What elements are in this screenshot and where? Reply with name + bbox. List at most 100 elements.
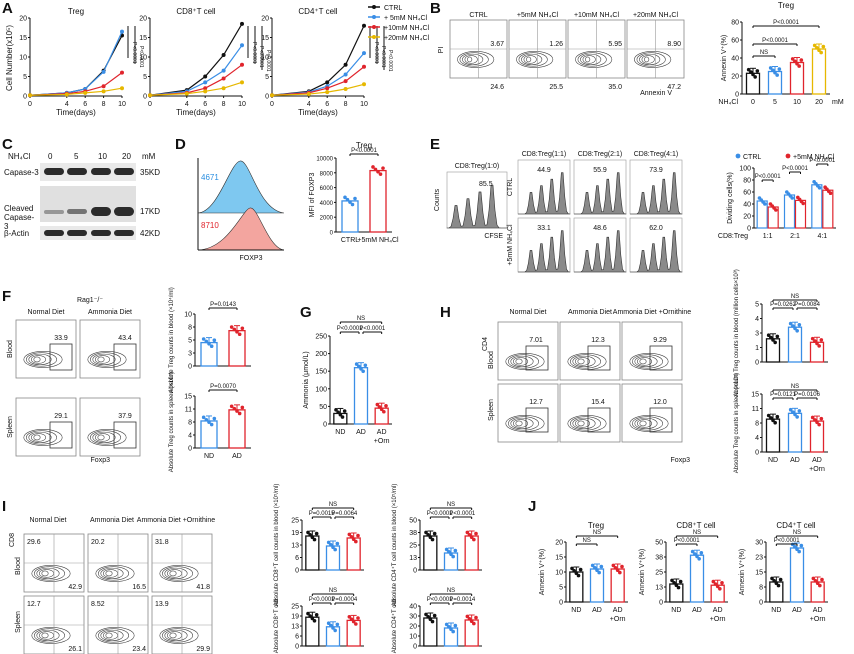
panel-f-bar-0-point <box>201 337 206 341</box>
panel-a-0-ytick-label: 10 <box>19 55 27 62</box>
panel-i-bar-2-bar <box>346 619 361 647</box>
panel-g-bar-ytick-label: 0 <box>323 422 327 429</box>
panel-h-bar-0-ytick-label: 0 <box>755 360 759 367</box>
blot-row-actin: β-Actin <box>4 229 30 238</box>
panel-e-cfse-label: CFSE <box>484 233 503 240</box>
panel-g-bar-point <box>377 405 382 409</box>
panel-h-flow-0-1-contour <box>577 358 585 365</box>
panel-b-flow-q2: 1.26 <box>549 41 563 48</box>
panel-i-flow-1-0-contour <box>36 629 60 642</box>
panel-i-bar-0-point <box>335 541 340 546</box>
panel-h-flow-0-2-frame <box>621 321 683 381</box>
blot-band-actin-0 <box>44 230 64 236</box>
panel-a-2-pvalue: P<0.0001 <box>380 46 386 68</box>
panel-i-bar-ylabel-3: Absolute CD4⁺T cell <box>391 599 398 653</box>
panel-j-bar-2-point <box>776 583 781 588</box>
panel-b-flow-0-contour <box>457 51 495 68</box>
panel-f-flow-0-0-contour <box>28 353 52 366</box>
blot-row-casp3: Capase-3 <box>4 168 39 177</box>
panel-b-bracket-0-label: NS <box>760 50 768 56</box>
panel-f-row-spleen: Spleen <box>7 416 14 438</box>
panel-f-bar-1-point <box>229 404 234 409</box>
panel-letter-j: J <box>528 498 537 515</box>
panel-g-bar-point <box>340 415 345 419</box>
panel-j-bar-2-point <box>778 577 783 582</box>
blot-membrane-2 <box>40 186 136 222</box>
panel-e-bar-ylabel: Dividing cells(%) <box>727 172 734 224</box>
panel-a-1-pvalue: P<0.0001 <box>251 42 257 64</box>
panel-h-flow-1-1-frame <box>559 383 621 443</box>
panel-i-flow-1-1-contour <box>95 627 135 644</box>
panel-f-bar-1-point <box>207 420 211 424</box>
panel-h-flow-1-0-contour <box>505 415 545 432</box>
panel-e-single-title: CD8:Treg(1:0) <box>455 163 499 170</box>
panel-h-bar-0-point <box>773 340 777 345</box>
panel-i-flow-title: Normal Diet <box>30 517 67 524</box>
panel-h-flow-1-1-contour <box>569 416 601 431</box>
panel-b-bar-point <box>755 69 760 73</box>
panel-j-bar-1-bar <box>689 554 705 603</box>
panel-i-bar-2-point <box>333 628 337 633</box>
panel-b-bar-point <box>768 66 773 70</box>
panel-f-flow-1-1-contour <box>92 431 116 444</box>
panel-b-bar-point <box>793 59 797 64</box>
panel-i-flow-0-0-contour <box>38 569 54 578</box>
panel-j-bar-0-ytick-label: 10 <box>555 570 563 577</box>
panel-a-2-xtick-label: 8 <box>344 101 348 108</box>
panel-j-bar-0-point <box>570 566 574 571</box>
panel-f-flow-title: Ammonia Diet <box>88 309 132 316</box>
panel-j-bar-1-ytick-label: 25 <box>655 570 663 577</box>
panel-i-bar-3-point <box>474 615 478 620</box>
panel-a-2-pvalue: P<0.0001 <box>387 50 393 72</box>
panel-e-single-value: 85.5 <box>479 181 493 188</box>
panel-j-bar-1-point <box>720 581 724 585</box>
panel-i-flow-1-2-contour <box>162 628 194 643</box>
panel-i-bracket-2-2-label: P=0.0004 <box>331 597 358 603</box>
panel-a-2-series-line <box>271 83 365 96</box>
panel-j-bar-0-point <box>611 563 616 568</box>
panel-letter-a: A <box>2 0 13 17</box>
panel-i-bar-0-ytick-label: 6 <box>295 555 299 562</box>
panel-i-flow-1-1-contour <box>98 628 130 643</box>
panel-i-flow-1-1-contour <box>100 629 124 642</box>
panel-g-xtick-orn: +Orn <box>374 438 390 445</box>
panel-f-flow-1-1-contour <box>97 434 105 441</box>
panel-j-bar-1-point <box>676 585 681 590</box>
panel-h-bar-1-point <box>797 409 802 413</box>
panel-h-bar-ylabel-1: Absolute Treg counts in spleen (×10⁵) <box>733 373 740 473</box>
blot-band-cleaved-2 <box>91 207 111 216</box>
panel-i-flow-0-2-contour <box>169 570 177 577</box>
panel-i-bar-2-point <box>331 626 335 630</box>
panel-i-bar-1-ytick-label: 50 <box>409 518 417 525</box>
panel-i-bar-3-ytick-label: 30 <box>409 614 417 621</box>
panel-h-flow-0-0-contour <box>507 354 539 369</box>
panel-a-0-xtick-label: 6 <box>83 101 87 108</box>
panel-f-bar-0-point <box>240 326 245 331</box>
panel-h-bar-1-point <box>810 415 815 420</box>
panel-j-bar-1-point <box>699 551 704 555</box>
panel-h-flow-value: 9.29 <box>653 337 667 344</box>
panel-i-bar-1-point <box>469 535 474 539</box>
panel-i-bar-0-point <box>354 539 358 544</box>
panel-i-bracket-0-1-label: P=0.0015 <box>309 511 336 517</box>
panel-b-bar-point <box>795 61 799 66</box>
panel-h-flow-1-1-contour <box>577 420 585 427</box>
panel-b-bar-ytick-label: 0 <box>735 92 739 99</box>
panel-a-2-xlabel: Time(days) <box>298 108 338 117</box>
panel-j-bar-2-xtick-label: AD <box>792 607 802 614</box>
panel-d-bar-xtick-label: +5mM NH₄Cl <box>357 237 399 244</box>
panel-e-bar-ytick-label: 100 <box>739 166 751 173</box>
panel-i-row-blood: Blood <box>15 557 22 575</box>
panel-h-bar-1-ytick-label: 15 <box>751 392 759 399</box>
panel-j-bar-0-ytick-label: 20 <box>555 540 563 547</box>
panel-f-flow-0-1-frame <box>79 319 141 379</box>
panel-h-flow-0-1-gate <box>587 345 611 371</box>
panel-g-bar-point <box>384 403 388 408</box>
panel-h-bar-0-point <box>791 324 795 328</box>
panel-e-hist-value: 33.1 <box>537 225 551 232</box>
panel-d-bar-ytick-label: 6000 <box>320 186 334 192</box>
panel-f-flow-title: Normal Diet <box>28 309 65 316</box>
panel-g-bar-bar <box>353 367 369 425</box>
panel-a-1-series-line <box>149 81 243 96</box>
panel-h-bar-1-ytick-label: 11 <box>752 406 759 413</box>
